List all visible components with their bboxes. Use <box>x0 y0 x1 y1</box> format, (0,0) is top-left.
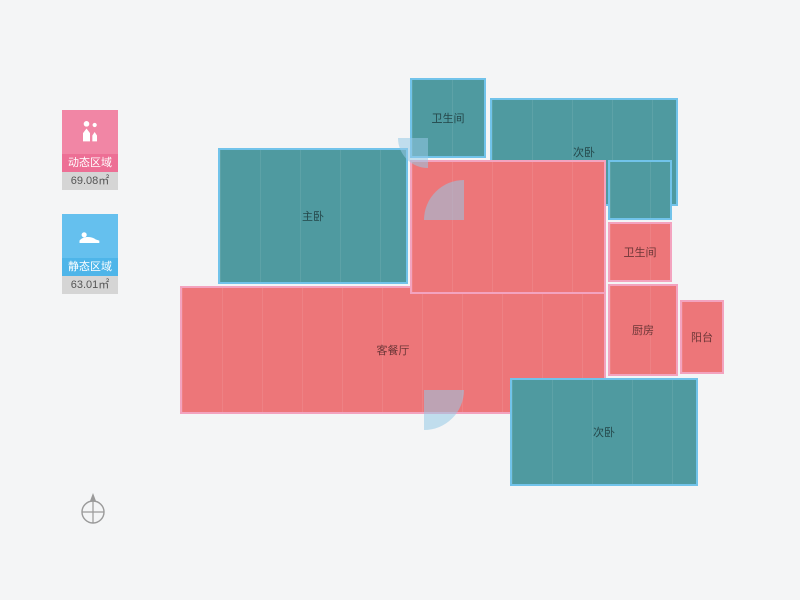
room-bed2b: 次卧 <box>510 378 698 486</box>
room-bath1: 卫生间 <box>410 78 486 158</box>
room-rightc <box>608 160 672 220</box>
room-balcony: 阳台 <box>680 300 724 374</box>
legend-dynamic-value: 69.08㎡ <box>62 172 118 190</box>
room-label: 卫生间 <box>432 110 465 126</box>
room-master: 主卧 <box>218 148 408 284</box>
legend-dynamic: 动态区域 69.08㎡ <box>62 110 122 190</box>
room-label: 主卧 <box>302 208 324 224</box>
room-kitchen: 厨房 <box>608 284 678 376</box>
legend-static: 静态区域 63.01㎡ <box>62 214 122 294</box>
room-living2 <box>410 160 606 294</box>
room-label: 阳台 <box>691 329 713 345</box>
room-label: 次卧 <box>573 144 595 160</box>
floorplan: 卫生间次卧主卧客餐厅卫生间厨房阳台次卧 <box>180 60 760 540</box>
compass-icon <box>78 490 108 526</box>
legend-static-value: 63.01㎡ <box>62 276 118 294</box>
room-label: 客餐厅 <box>377 342 410 358</box>
room-label: 卫生间 <box>624 244 657 260</box>
room-label: 次卧 <box>593 424 615 440</box>
legend-panel: 动态区域 69.08㎡ 静态区域 63.01㎡ <box>62 110 122 318</box>
room-bath2: 卫生间 <box>608 222 672 282</box>
legend-static-label: 静态区域 <box>62 258 118 276</box>
sleep-icon <box>62 214 118 258</box>
room-label: 厨房 <box>632 322 654 338</box>
legend-dynamic-label: 动态区域 <box>62 154 118 172</box>
people-icon <box>62 110 118 154</box>
